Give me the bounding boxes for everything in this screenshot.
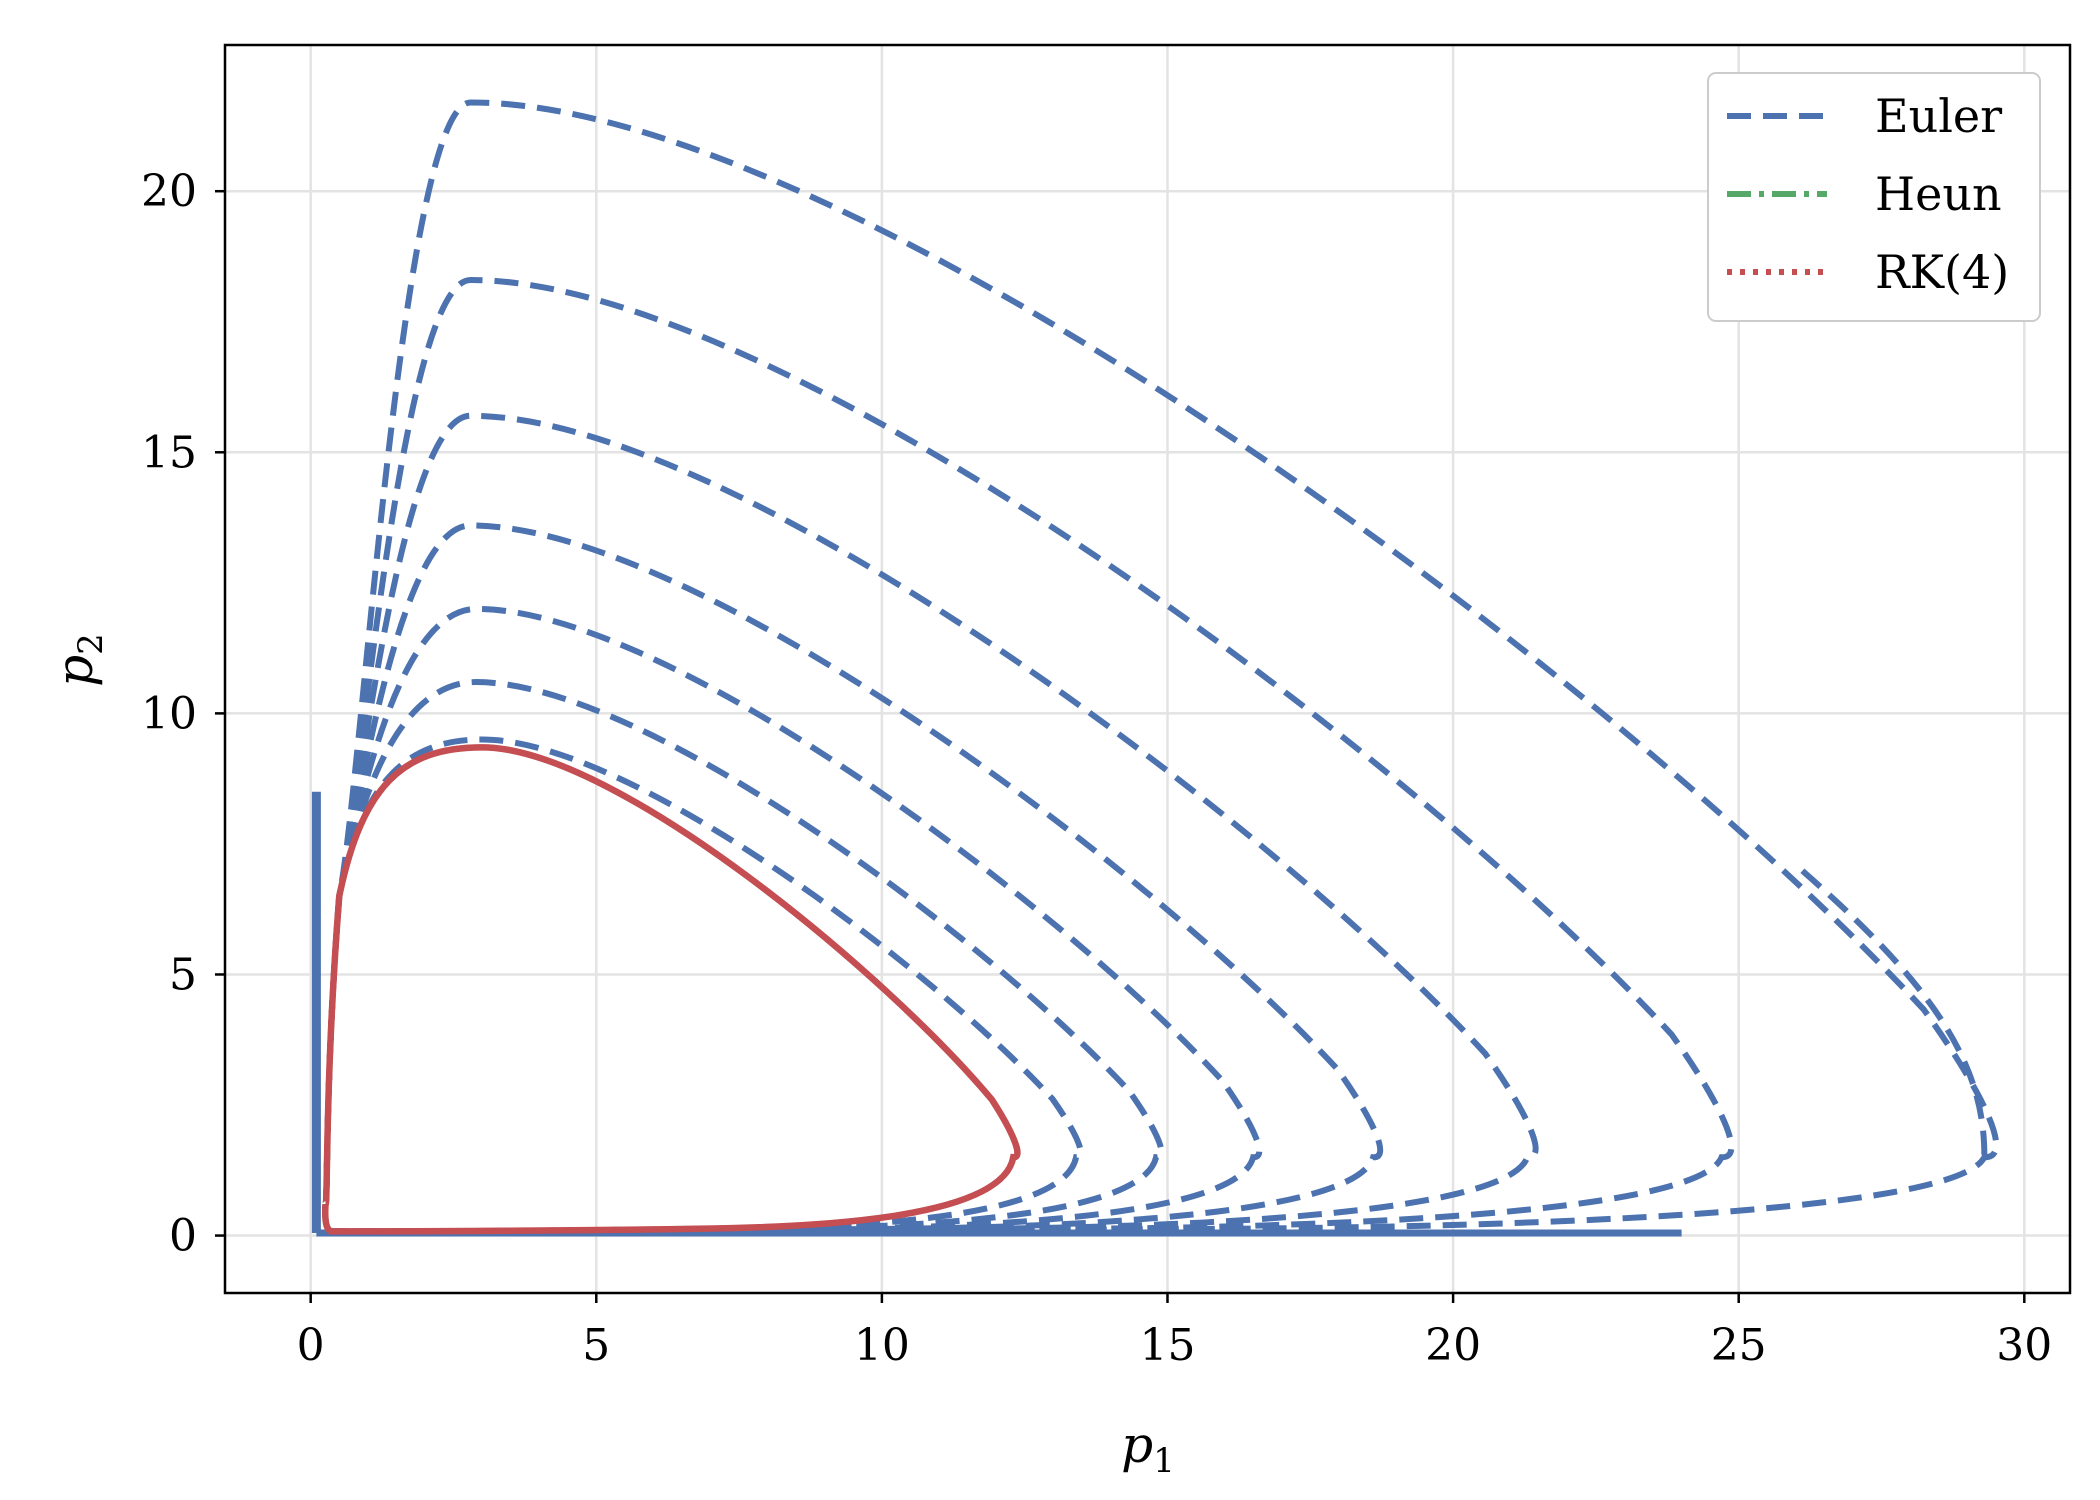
- x-tick-label: 10: [854, 1320, 910, 1371]
- x-tick-label: 5: [582, 1320, 610, 1371]
- legend-label: Euler: [1875, 89, 2002, 143]
- orbit-overlay: [322, 744, 1021, 1235]
- legend-item: Heun: [1727, 167, 2002, 221]
- legend-item: Euler: [1727, 89, 2002, 143]
- x-tick-label: 30: [1996, 1320, 2052, 1371]
- legend-box: [1707, 72, 2041, 322]
- y-axis-label: p2: [46, 633, 111, 687]
- ticks: 0 5 10 15 20 25 30 0 5 10 15 20: [141, 166, 2052, 1371]
- series-layer: [311, 99, 2000, 1237]
- y-tick-label: 5: [169, 949, 197, 1000]
- x-tick-label: 0: [297, 1320, 325, 1371]
- y-tick-label: 10: [141, 688, 197, 739]
- plot-frame: [223, 43, 2072, 1295]
- y-tick-label: 15: [141, 427, 197, 478]
- x-axis-label: p1: [1121, 1416, 1175, 1481]
- orbit-path: [322, 99, 2000, 1235]
- x-tick-label: 15: [1139, 1320, 1195, 1371]
- y-tick-label: 0: [169, 1211, 197, 1262]
- legend-label: Heun: [1875, 167, 2002, 221]
- legend-item: RK(4): [1727, 245, 2009, 299]
- series-rk-4-: [322, 744, 1021, 1235]
- legend-label: RK(4): [1875, 245, 2009, 299]
- legend: Euler Heun RK(4): [1707, 72, 2041, 322]
- x-tick-label: 25: [1711, 1320, 1767, 1371]
- x-tick-label: 20: [1425, 1320, 1481, 1371]
- y-tick-label: 20: [141, 166, 197, 217]
